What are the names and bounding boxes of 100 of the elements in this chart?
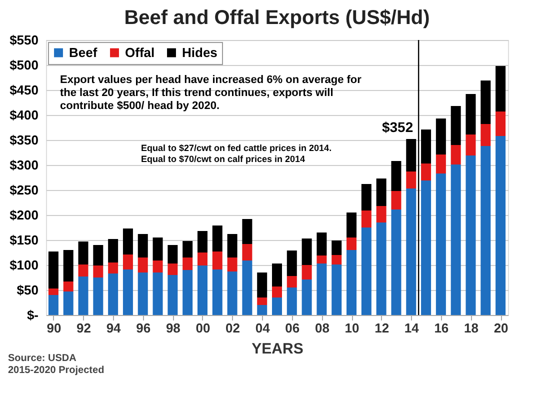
bar: [78, 264, 88, 276]
x-tick-label: 90: [46, 320, 62, 336]
x-tick-label: 10: [344, 320, 360, 336]
y-tick-label: $200: [10, 208, 38, 222]
legend-label: Offal: [125, 44, 155, 60]
bar: [391, 191, 402, 210]
bar: [332, 255, 342, 264]
x-tick-label: 02: [226, 320, 240, 336]
annotation: $352: [382, 119, 414, 135]
bar: [257, 305, 268, 315]
bar: [436, 118, 446, 154]
y-tick-label: $550: [10, 32, 38, 48]
bar: [450, 145, 461, 164]
bar: [197, 252, 208, 266]
y-tick-label: $350: [10, 132, 38, 148]
bar: [63, 250, 74, 282]
y-tick-label: $-: [26, 308, 38, 322]
bar: [391, 210, 402, 315]
bar: [361, 228, 372, 315]
y-tick-label: $300: [10, 158, 38, 172]
bar: [138, 272, 148, 315]
bar: [316, 232, 327, 256]
bar: [466, 156, 476, 315]
bar: [212, 252, 222, 270]
bar: [466, 134, 476, 156]
x-tick-label: 16: [434, 320, 449, 336]
bar: [361, 184, 372, 210]
bar: [346, 212, 357, 238]
bar: [122, 270, 133, 315]
bar: [242, 244, 252, 260]
bar: [78, 276, 88, 315]
bar: [450, 164, 461, 315]
bar: [63, 282, 74, 292]
x-tick-label: 96: [136, 320, 151, 336]
bar: [48, 252, 58, 288]
bar: [122, 228, 133, 254]
bar: [93, 245, 104, 266]
x-tick-label: 12: [374, 320, 390, 336]
bar: [152, 238, 163, 260]
bar: [138, 234, 148, 258]
bar: [168, 275, 178, 315]
bar: [421, 130, 432, 164]
chart-title: Beef and Offal Exports (US$/Hd): [124, 7, 430, 29]
bar: [466, 94, 476, 134]
bar: [212, 226, 222, 252]
x-tick-label: 08: [314, 320, 330, 336]
bar: [480, 146, 491, 315]
bar: [257, 298, 268, 305]
bar: [93, 266, 104, 278]
legend-label: Hides: [182, 44, 218, 60]
bar: [361, 210, 372, 228]
bar: [182, 258, 193, 270]
legend-label: Beef: [69, 44, 98, 60]
bar: [480, 124, 491, 146]
bar: [212, 270, 222, 315]
bar: [286, 276, 297, 288]
bar: [332, 240, 342, 255]
y-tick-label: $50: [16, 282, 38, 298]
x-tick-label: 06: [285, 320, 300, 336]
bar: [48, 295, 58, 315]
bar: [108, 239, 118, 262]
bar: [376, 222, 386, 315]
bar: [272, 298, 282, 315]
bar: [496, 112, 506, 136]
bar: [197, 231, 208, 252]
bar: [346, 238, 357, 250]
bar: [168, 264, 178, 275]
y-tick-label: $500: [10, 58, 38, 72]
bar: [302, 265, 312, 280]
bar: [108, 274, 118, 315]
bar: [257, 272, 268, 298]
source-note: Source: USDA 2015-2020 Projected: [8, 353, 104, 376]
bar: [138, 258, 148, 272]
bar: [182, 270, 193, 315]
bar: [242, 260, 252, 315]
bar: [302, 238, 312, 265]
y-tick-label: $250: [10, 182, 38, 198]
bar: [227, 272, 238, 315]
bar: [78, 242, 88, 264]
y-tick-label: $400: [10, 108, 38, 122]
y-tick-label: $150: [10, 232, 38, 248]
bar: [406, 172, 416, 188]
bar: [376, 178, 386, 206]
bar: [480, 80, 491, 124]
bar: [197, 266, 208, 315]
bar: [286, 250, 297, 276]
bar: [316, 264, 327, 315]
bar: [227, 234, 238, 258]
bar: [496, 136, 506, 315]
bar: [436, 174, 446, 315]
x-tick-label: 20: [494, 320, 508, 336]
x-tick-label: 92: [76, 320, 91, 336]
bar: [346, 250, 357, 315]
bar: [391, 161, 402, 191]
bar: [450, 106, 461, 145]
annotation: Equal to $27/cwt on fed cattle prices in 2014. Equal to $70/cwt on calf prices in 2014: [141, 143, 332, 164]
bar: [436, 154, 446, 174]
bar: [496, 66, 506, 112]
bar: [272, 286, 282, 298]
bar: [152, 272, 163, 315]
